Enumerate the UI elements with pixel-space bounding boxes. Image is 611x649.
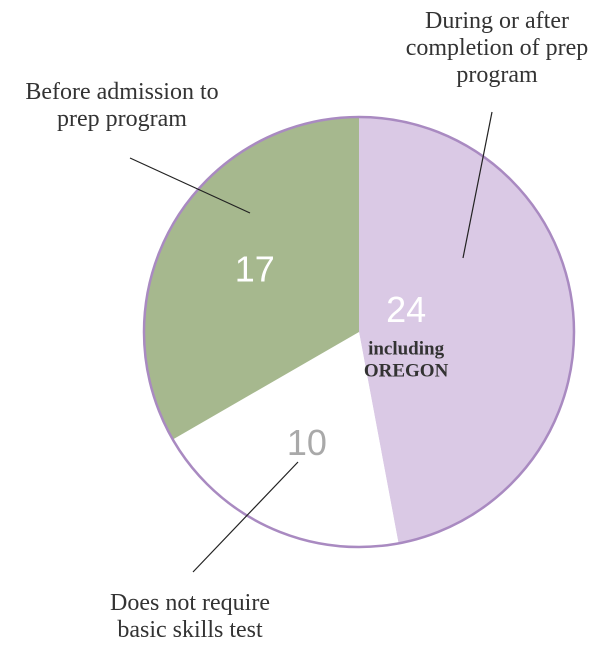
pie-outline	[142, 115, 576, 549]
slice-note-line: including	[368, 339, 445, 360]
slice-category-label-line: Before admission to	[25, 79, 218, 105]
slice-category-label-line: program	[456, 62, 538, 88]
slice-category-label-line: Does not require	[110, 590, 270, 616]
leader-line-3	[129, 157, 251, 214]
leader-line-1	[462, 111, 493, 259]
slice-value-label-2: 10	[287, 422, 327, 463]
slice-value-label-1: 24	[386, 289, 426, 330]
slice-value-label-3: 17	[235, 248, 275, 289]
slice-category-label-line: During or after	[425, 8, 569, 34]
pie-slice-1	[359, 117, 574, 544]
slice-category-label-line: completion of prep	[406, 35, 589, 61]
slice-category-label-line: prep program	[57, 106, 187, 132]
slice-note-line: OREGON	[364, 361, 449, 382]
pie-slice-2	[172, 332, 399, 547]
leader-line-2	[192, 461, 299, 573]
pie-slice-3	[144, 117, 359, 440]
slice-category-label-line: basic skills test	[117, 617, 263, 643]
